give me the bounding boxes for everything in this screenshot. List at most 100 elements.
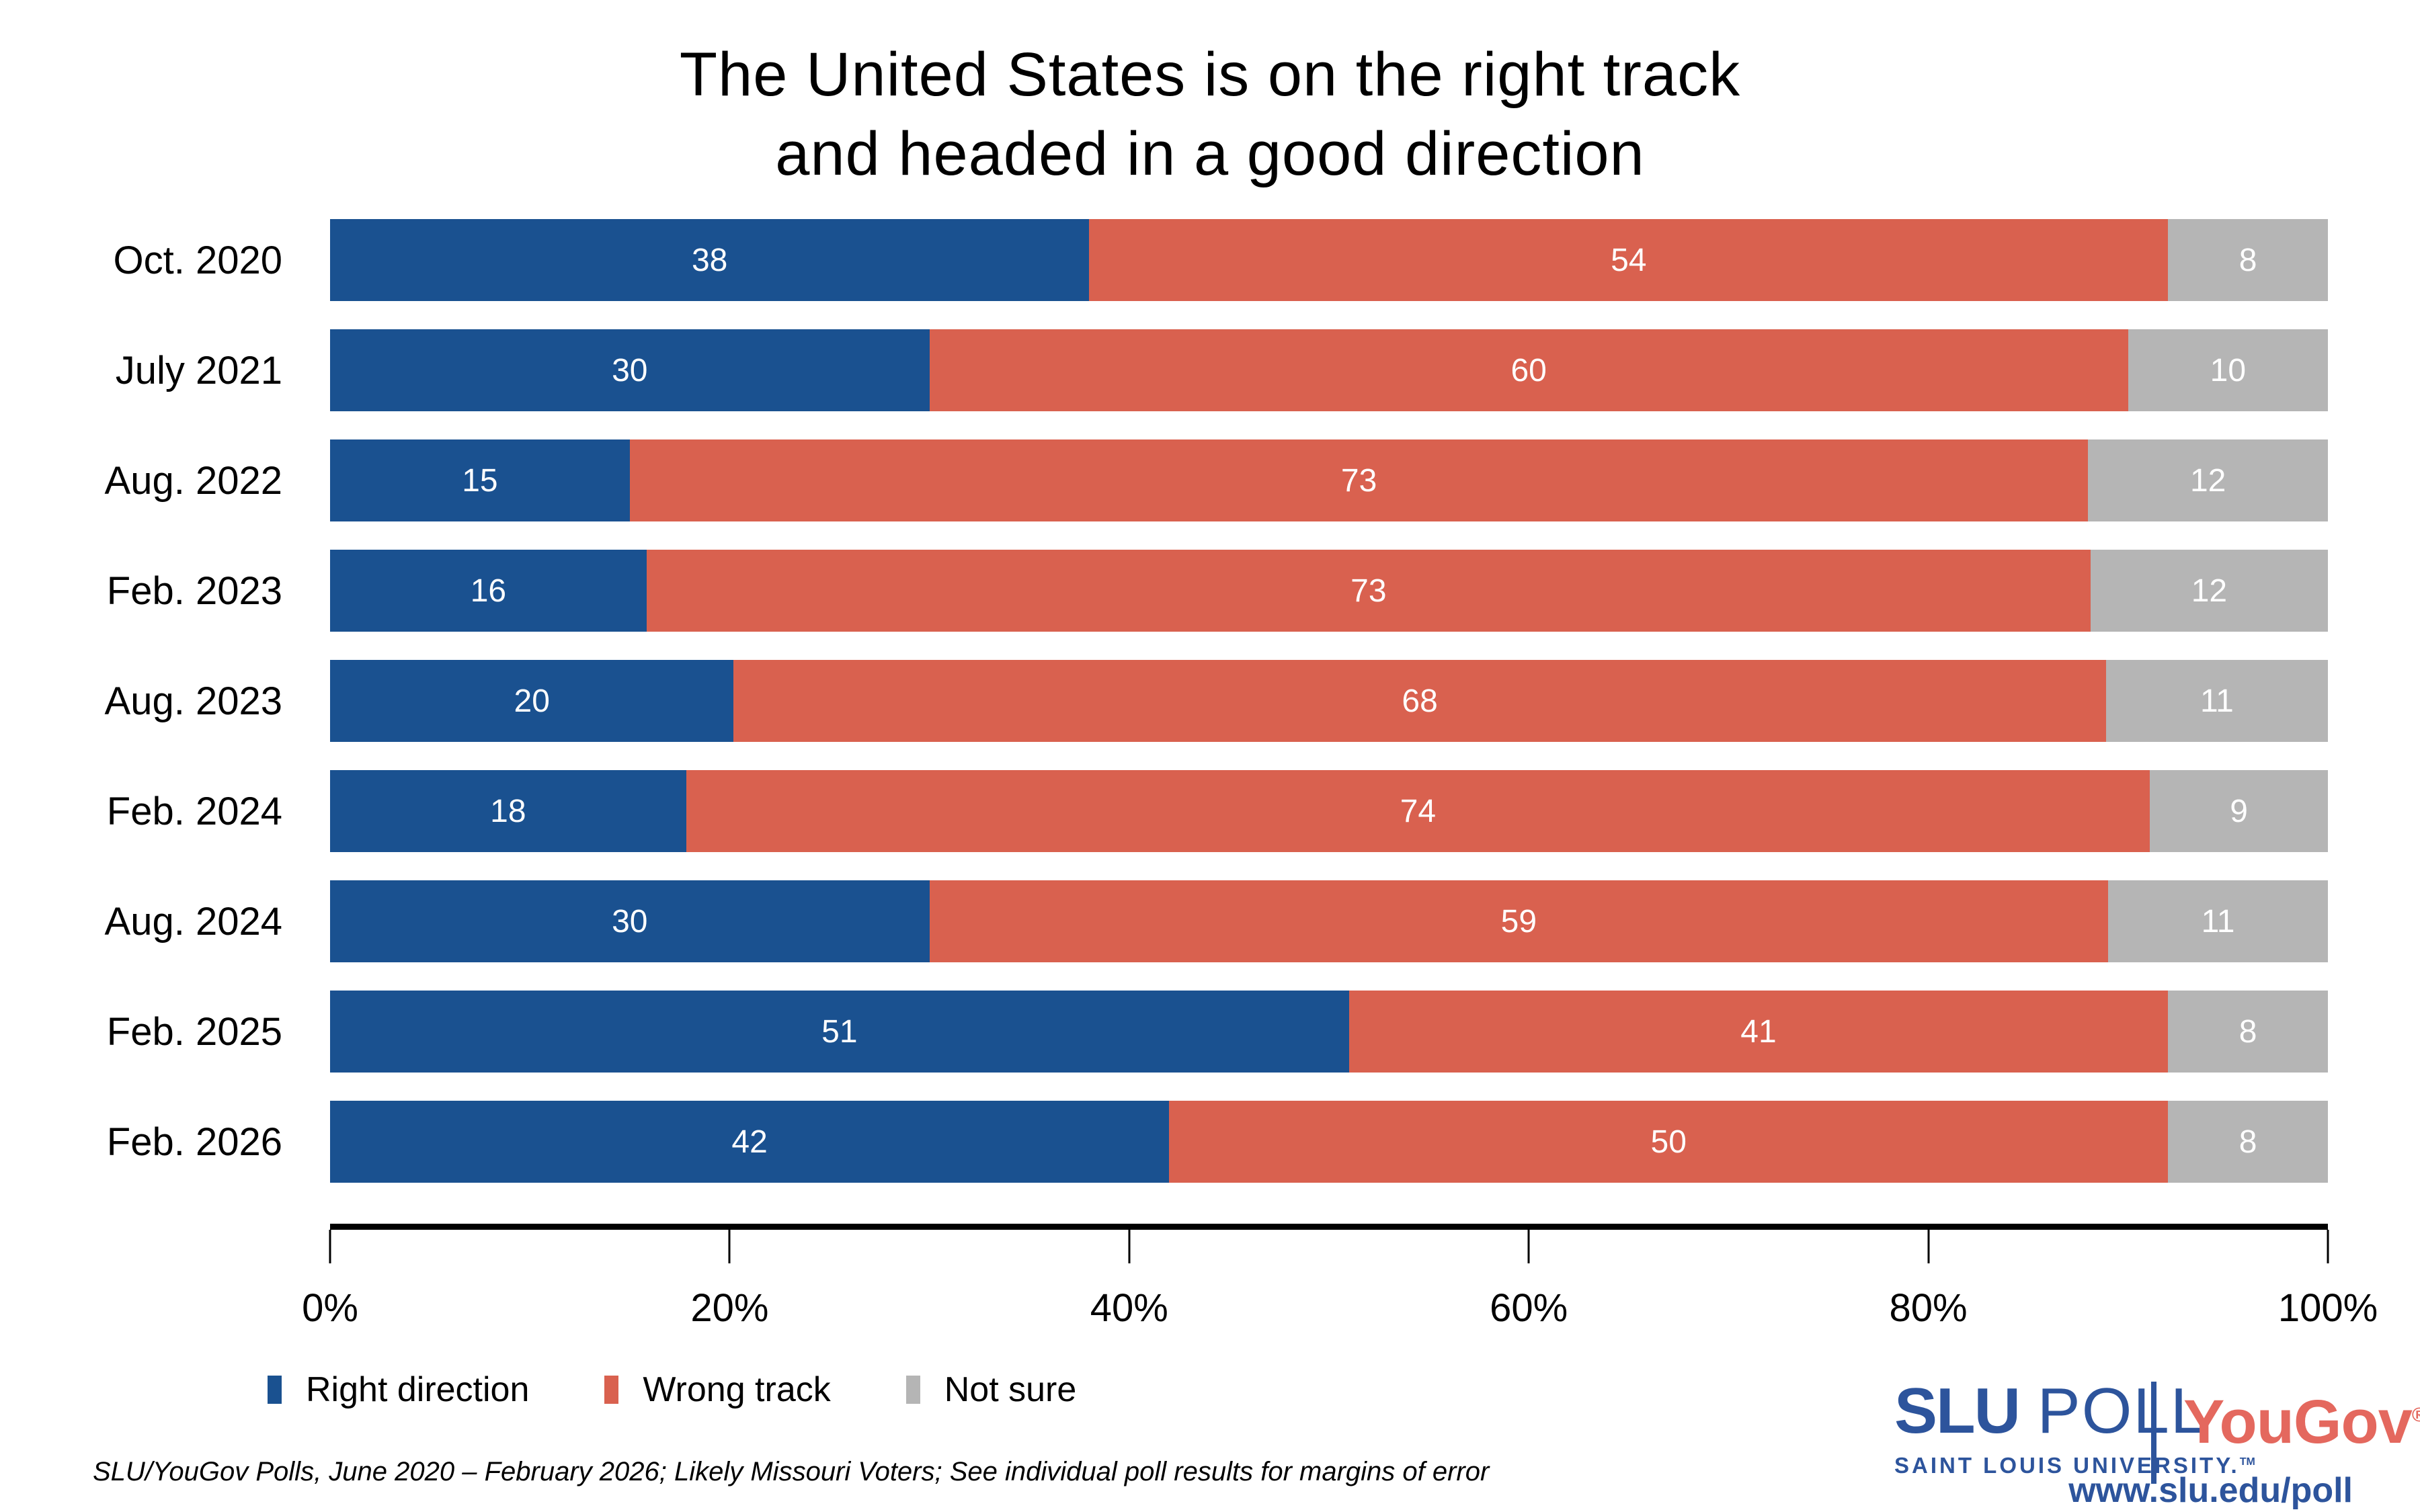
value-label: 74: [1400, 793, 1437, 829]
stacked-bar: 42 50 8: [330, 1101, 2328, 1183]
bar-row: Feb. 2023 16 73 12: [0, 550, 2328, 632]
stacked-bar: 18 74 9: [330, 770, 2328, 852]
value-label: 15: [462, 462, 498, 499]
value-label: 8: [2238, 242, 2257, 278]
axis-tick: [1927, 1230, 1930, 1263]
axis-tick: [1527, 1230, 1530, 1263]
category-label: July 2021: [115, 348, 282, 392]
bar-row: Feb. 2025 51 41 8: [0, 991, 2328, 1073]
yougov-wordmark-text: YouGov: [2183, 1388, 2413, 1456]
value-label: 11: [2201, 903, 2235, 939]
value-label: 30: [612, 903, 648, 939]
bar-segment-wrong-track: 74: [686, 770, 2150, 852]
bar-row: Feb. 2026 42 50 8: [0, 1101, 2328, 1183]
value-label: 18: [490, 793, 526, 829]
bar-segment-right-direction: 42: [330, 1101, 1170, 1183]
axis-tick-label: 80%: [1889, 1286, 1968, 1330]
category-label: Aug. 2024: [104, 899, 282, 943]
bar-row: Aug. 2024 30 59 11: [0, 880, 2328, 962]
axis-tick-label: 20%: [690, 1286, 769, 1330]
value-label: 73: [1350, 573, 1387, 609]
bar-row: Aug. 2023 20 68 11: [0, 660, 2328, 742]
bar-segment-not-sure: 8: [2168, 1101, 2328, 1183]
bar-segment-not-sure: 8: [2168, 991, 2328, 1073]
bar-segment-right-direction: 38: [330, 219, 1090, 301]
value-label: 68: [1402, 683, 1438, 719]
bar-segment-wrong-track: 73: [646, 550, 2091, 632]
value-label: 8: [2238, 1124, 2257, 1160]
category-label: Feb. 2024: [106, 789, 282, 833]
axis-tick-label: 0%: [302, 1286, 358, 1330]
legend-label: Wrong track: [643, 1370, 831, 1409]
legend-swatch: [268, 1376, 282, 1404]
stacked-bar: 15 73 12: [330, 439, 2328, 521]
value-label: 20: [514, 683, 550, 719]
value-label: 73: [1340, 462, 1377, 499]
legend: Right direction Wrong track Not sure: [268, 1370, 1076, 1410]
slu-poll-url: www.slu.edu/poll: [2068, 1471, 2353, 1510]
bar-rows: Oct. 2020 38 54 8 July 2021 30 60 10 Aug. 2022 15…: [0, 219, 2328, 1183]
slu-poll-logo: SLU POLL SAINT LOUIS UNIVERSITY.TM: [1894, 1379, 2255, 1478]
value-label: 42: [731, 1124, 768, 1160]
value-label: 10: [2210, 352, 2247, 388]
stacked-bar: 38 54 8: [330, 219, 2328, 301]
value-label: 51: [821, 1013, 858, 1050]
legend-label: Not sure: [944, 1370, 1077, 1409]
value-label: 60: [1510, 352, 1547, 388]
value-label: 12: [2189, 462, 2226, 499]
value-label: 11: [2200, 683, 2234, 719]
value-label: 30: [612, 352, 648, 388]
stacked-bar: 16 73 12: [330, 550, 2328, 632]
legend-swatch: [905, 1376, 920, 1404]
slu-tm-mark: TM: [2239, 1456, 2255, 1468]
value-label: 9: [2230, 793, 2248, 829]
value-label: 41: [1740, 1013, 1777, 1050]
value-label: 50: [1650, 1124, 1687, 1160]
value-label: 12: [2191, 573, 2228, 609]
bar-row: Aug. 2022 15 73 12: [0, 439, 2328, 521]
bar-segment-right-direction: 20: [330, 660, 734, 742]
slu-subtitle-text: SAINT LOUIS UNIVERSITY.: [1894, 1453, 2240, 1478]
bar-row: July 2021 30 60 10: [0, 329, 2328, 411]
bar-row: Oct. 2020 38 54 8: [0, 219, 2328, 301]
bar-segment-right-direction: 15: [330, 439, 630, 521]
poll-wordmark-text: POLL: [2037, 1375, 2208, 1447]
bar-segment-wrong-track: 59: [929, 880, 2109, 962]
legend-swatch: [604, 1376, 619, 1404]
bar-segment-not-sure: 12: [2090, 550, 2328, 632]
bar-segment-wrong-track: 60: [929, 329, 2128, 411]
yougov-registered-mark: ®: [2411, 1404, 2420, 1427]
axis-tick: [728, 1230, 731, 1263]
bar-segment-not-sure: 10: [2128, 329, 2328, 411]
bar-segment-not-sure: 9: [2150, 770, 2328, 852]
chart-title: The United States is on the right track …: [0, 35, 2420, 194]
bar-segment-wrong-track: 41: [1348, 991, 2169, 1073]
legend-label: Right direction: [306, 1370, 530, 1409]
axis-tick: [329, 1230, 331, 1263]
stacked-bar: 30 60 10: [330, 329, 2328, 411]
bar-segment-not-sure: 8: [2168, 219, 2328, 301]
value-label: 59: [1500, 903, 1537, 939]
axis-tick: [2327, 1230, 2329, 1263]
bar-segment-right-direction: 30: [330, 880, 930, 962]
slu-wordmark-text: SLU: [1894, 1375, 2021, 1447]
value-label: 16: [470, 573, 507, 609]
chart-title-line1: The United States is on the right track: [679, 40, 1741, 109]
value-label: 38: [691, 242, 728, 278]
category-label: Feb. 2026: [106, 1120, 282, 1164]
bar-segment-wrong-track: 54: [1089, 219, 2169, 301]
bar-segment-right-direction: 30: [330, 329, 930, 411]
bar-segment-right-direction: 18: [330, 770, 686, 852]
bar-segment-wrong-track: 50: [1169, 1101, 2169, 1183]
category-label: Feb. 2023: [106, 569, 282, 613]
bar-segment-not-sure: 11: [2108, 880, 2328, 962]
legend-item-not-sure: Not sure: [905, 1370, 1077, 1410]
logo-divider: [2151, 1382, 2156, 1484]
axis-tick-label: 100%: [2277, 1286, 2378, 1330]
chart-title-line2: and headed in a good direction: [775, 120, 1645, 188]
x-axis-line: [330, 1224, 2328, 1230]
bar-row: Feb. 2024 18 74 9: [0, 770, 2328, 852]
bar-segment-not-sure: 12: [2088, 439, 2328, 521]
axis-tick: [1128, 1230, 1131, 1263]
